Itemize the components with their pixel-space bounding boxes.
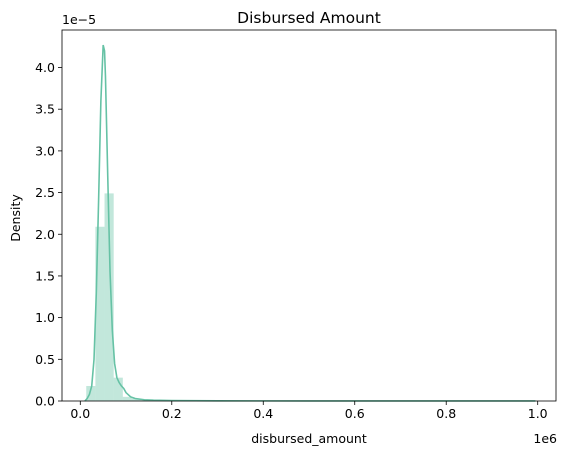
kde-curve: [84, 44, 536, 402]
y-tick-label: 2.0: [35, 227, 55, 242]
histogram-bar: [131, 398, 142, 401]
x-axis-label: disbursed_amount: [251, 431, 367, 446]
x-tick-label: 0.4: [253, 406, 273, 421]
y-tick-label: 0.5: [35, 352, 55, 367]
x-tick-label: 0.2: [162, 406, 182, 421]
histogram-bar: [104, 193, 114, 401]
x-tick-label: 0.0: [70, 406, 90, 421]
histogram-bar: [113, 377, 123, 401]
kde-curve-layer: [84, 44, 536, 402]
y-tick-label: 3.5: [35, 102, 55, 117]
histogram-bar: [95, 226, 105, 401]
x-tick-label: 0.8: [436, 406, 456, 421]
plot-frame: [61, 29, 557, 402]
y-tick-label: 1.0: [35, 310, 55, 325]
y-tick-label: 4.0: [35, 60, 55, 75]
y-offset-label: 1e−5: [62, 12, 96, 27]
y-tick-label: 0.0: [35, 394, 55, 409]
histogram-bar: [122, 396, 132, 401]
y-axis-label: Density: [8, 194, 23, 242]
histogram-bar: [86, 385, 96, 401]
y-tick-label: 2.5: [35, 185, 55, 200]
y-tick-label: 3.0: [35, 143, 55, 158]
axis-ticks: 0.0 0.2 0.4 0.6 0.8 1.0 0.0 0.5 1.0 1.5 2.0 2.5 3.0 3…: [35, 60, 548, 421]
x-tick-label: 0.6: [345, 406, 365, 421]
x-offset-label: 1e6: [533, 431, 557, 446]
y-tick-label: 1.5: [35, 268, 55, 283]
chart-title: Disbursed Amount: [237, 9, 381, 27]
x-tick-label: 1.0: [528, 406, 548, 421]
